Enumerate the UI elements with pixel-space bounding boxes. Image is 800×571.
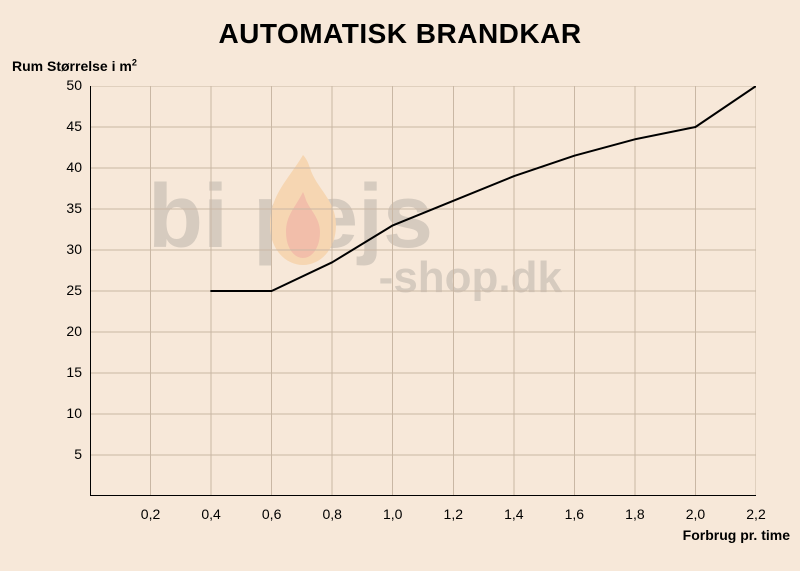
data-series: [211, 86, 756, 291]
x-tick-label: 0,8: [312, 506, 352, 522]
chart-canvas: AUTOMATISK BRANDKAR Rum Størrelse i m2 F…: [0, 0, 800, 571]
y-tick-label: 30: [46, 241, 82, 257]
y-tick-label: 10: [46, 405, 82, 421]
x-axis-label: Forbrug pr. time: [683, 527, 790, 543]
plot-area: [90, 86, 756, 496]
x-tick-label: 0,6: [252, 506, 292, 522]
y-tick-label: 45: [46, 118, 82, 134]
x-tick-label: 2,0: [675, 506, 715, 522]
y-tick-label: 5: [46, 446, 82, 462]
x-tick-label: 1,4: [494, 506, 534, 522]
y-tick-label: 25: [46, 282, 82, 298]
x-tick-label: 1,8: [615, 506, 655, 522]
y-axis-label-super: 2: [132, 57, 137, 67]
x-tick-label: 2,2: [736, 506, 776, 522]
y-axis-label-prefix: Rum Størrelse i m: [12, 58, 132, 74]
y-tick-label: 15: [46, 364, 82, 380]
x-tick-label: 1,0: [373, 506, 413, 522]
y-tick-label: 40: [46, 159, 82, 175]
chart-title: AUTOMATISK BRANDKAR: [0, 18, 800, 50]
x-tick-label: 0,4: [191, 506, 231, 522]
gridlines: [90, 86, 756, 496]
y-tick-label: 20: [46, 323, 82, 339]
x-tick-label: 1,6: [554, 506, 594, 522]
y-axis-label: Rum Størrelse i m2: [12, 58, 137, 74]
y-tick-label: 50: [46, 77, 82, 93]
x-tick-label: 0,2: [131, 506, 171, 522]
y-tick-label: 35: [46, 200, 82, 216]
x-tick-label: 1,2: [433, 506, 473, 522]
